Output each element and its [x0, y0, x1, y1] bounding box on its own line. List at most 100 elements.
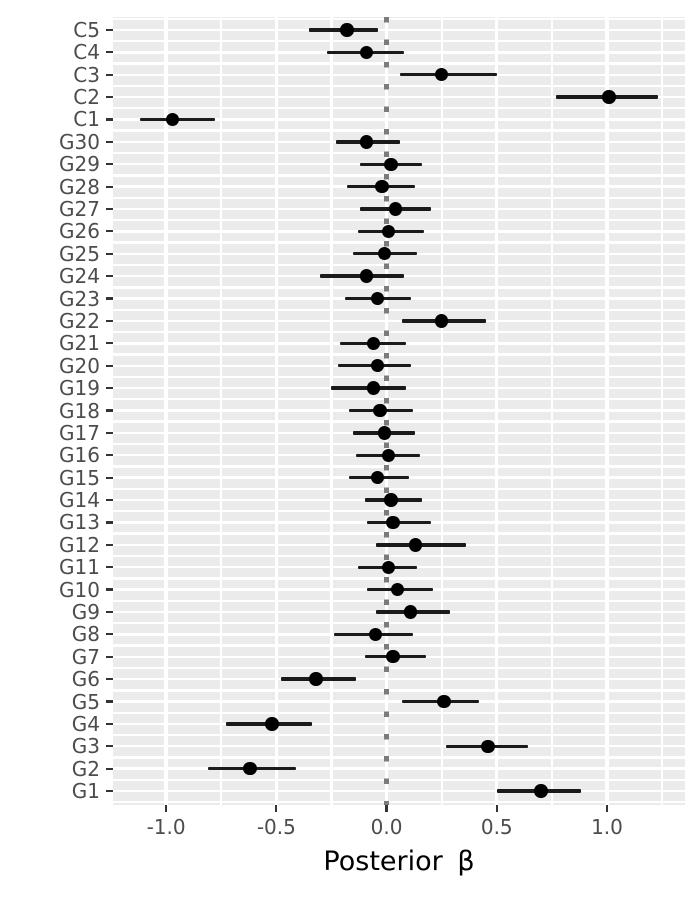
- gridline-minor-x: [330, 16, 333, 805]
- y-tick-label: G21: [59, 331, 100, 356]
- y-tick-label: G8: [71, 622, 100, 647]
- point-estimate-dot: [377, 426, 392, 440]
- y-tick-label: G3: [71, 734, 100, 759]
- gridline-major-x: [605, 16, 609, 805]
- y-tick: [106, 745, 113, 748]
- point-estimate-dot: [390, 582, 405, 597]
- y-tick-label: G29: [59, 152, 100, 177]
- point-estimate-dot: [382, 560, 396, 574]
- point-estimate-dot: [434, 314, 449, 328]
- y-tick: [106, 297, 113, 300]
- y-tick-label: G28: [59, 174, 100, 199]
- x-tick: [275, 804, 278, 812]
- point-estimate-dot: [373, 403, 387, 418]
- x-tick-label: 0.5: [480, 814, 513, 839]
- y-tick: [106, 588, 113, 591]
- point-estimate-dot: [408, 538, 422, 552]
- gridline-y: [113, 28, 685, 32]
- gridline-y: [113, 510, 685, 513]
- point-estimate-dot: [386, 515, 400, 530]
- gridline-y: [113, 62, 685, 65]
- gridline-y: [113, 745, 685, 748]
- point-estimate-dot: [371, 470, 385, 485]
- gridline-major-x: [274, 16, 279, 805]
- gridline-y: [113, 420, 685, 423]
- gridline-y: [113, 375, 685, 379]
- y-tick: [106, 252, 113, 255]
- y-tick: [106, 73, 113, 76]
- gridline-y: [113, 151, 685, 155]
- point-estimate-dot: [382, 448, 396, 462]
- y-tick-label: G18: [59, 398, 100, 423]
- gridline-major-x: [495, 16, 499, 805]
- y-tick: [106, 230, 113, 233]
- gridline-y: [113, 700, 685, 703]
- y-tick-label: G13: [59, 510, 100, 535]
- gridline-y: [113, 733, 685, 737]
- gridline-y: [113, 689, 685, 692]
- point-estimate-dot: [366, 336, 380, 351]
- point-estimate-dot: [371, 291, 385, 306]
- point-estimate-dot: [388, 202, 403, 216]
- y-tick: [106, 476, 113, 479]
- point-estimate-dot: [534, 784, 548, 798]
- x-tick: [495, 804, 498, 812]
- y-tick-label: G16: [59, 443, 100, 468]
- y-tick-label: G25: [59, 241, 100, 266]
- y-tick-label: G20: [59, 353, 100, 378]
- point-estimate-dot: [265, 717, 279, 731]
- y-tick-label: G19: [59, 376, 100, 401]
- point-estimate-dot: [377, 247, 392, 261]
- gridline-y: [113, 118, 685, 121]
- gridline-minor-x: [550, 16, 553, 805]
- gridline-minor-x: [660, 16, 664, 805]
- point-estimate-dot: [386, 650, 400, 664]
- gridline-y: [113, 621, 685, 625]
- y-tick: [106, 633, 113, 636]
- y-tick: [106, 409, 113, 412]
- x-tick: [605, 804, 609, 812]
- y-tick: [106, 342, 113, 345]
- gridline-y: [113, 801, 685, 804]
- gridline-y: [113, 129, 685, 132]
- y-tick-label: G30: [59, 129, 100, 154]
- x-tick-label: 0.0: [370, 814, 403, 839]
- gridline-y: [113, 263, 685, 267]
- point-estimate-dot: [602, 90, 616, 104]
- y-tick: [106, 118, 113, 121]
- gridline-y: [113, 599, 685, 602]
- gridline-y: [113, 778, 685, 782]
- x-tick: [385, 804, 388, 812]
- y-tick: [106, 51, 113, 54]
- point-estimate-dot: [166, 112, 180, 127]
- gridline-y: [113, 577, 685, 580]
- y-tick-label: G26: [59, 219, 100, 244]
- point-estimate-dot: [340, 23, 354, 37]
- x-tick: [165, 804, 168, 812]
- point-estimate-dot: [384, 157, 398, 171]
- y-tick: [106, 521, 113, 524]
- gridline-y: [113, 73, 685, 76]
- y-tick-label: G6: [71, 667, 100, 692]
- point-estimate-dot: [437, 694, 451, 709]
- y-tick-label: G9: [71, 599, 100, 624]
- y-tick: [106, 498, 113, 502]
- y-tick: [106, 566, 113, 569]
- point-estimate-dot: [481, 739, 495, 753]
- point-estimate-dot: [360, 269, 374, 283]
- x-tick-label: 1.0: [591, 814, 623, 839]
- gridline-y: [113, 554, 685, 558]
- y-tick-label: G2: [71, 756, 100, 781]
- point-estimate-dot: [368, 627, 383, 642]
- gridline-y: [113, 39, 685, 43]
- y-tick-label: G15: [59, 465, 100, 490]
- y-tick: [106, 655, 113, 658]
- gridline-y: [113, 666, 685, 670]
- point-estimate-dot: [382, 224, 396, 239]
- gridline-y: [113, 95, 685, 99]
- gridline-y: [113, 308, 685, 311]
- y-tick: [106, 678, 113, 681]
- y-tick: [106, 95, 113, 99]
- gridline-y: [113, 532, 685, 535]
- y-tick-label: G5: [71, 689, 100, 714]
